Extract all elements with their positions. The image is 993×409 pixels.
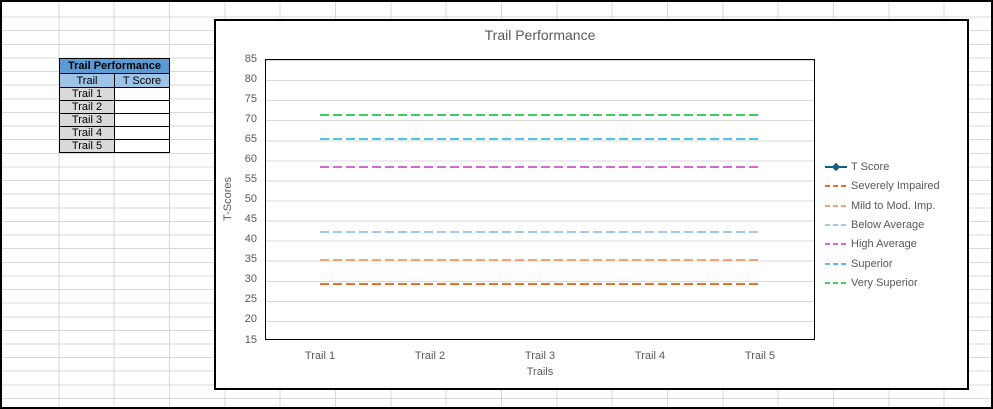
legend-line-sample [825, 162, 847, 172]
column-header-t-score[interactable]: T Score [114, 73, 170, 88]
plot-area [265, 59, 815, 340]
x-tick-label: Trail 5 [744, 350, 776, 362]
y-tick-label: 65 [244, 132, 257, 145]
y-tick-label: 85 [244, 52, 257, 65]
legend-item[interactable]: High Average [825, 237, 917, 251]
legend-item[interactable]: Mild to Mod. Imp. [825, 199, 935, 213]
series-line-high-average [320, 166, 760, 169]
legend-item[interactable]: Below Average [825, 218, 924, 232]
legend-label: High Average [851, 238, 917, 251]
table-header-row: Trail T Score [59, 73, 170, 88]
table-title-row: Trail Performance [59, 58, 170, 74]
trail-cell[interactable]: Trail 2 [59, 100, 115, 114]
legend-item[interactable]: Superior [825, 257, 893, 271]
y-tick-label: 30 [244, 273, 257, 286]
legend-label: Superior [851, 257, 893, 270]
legend-item[interactable]: Very Superior [825, 276, 918, 290]
y-tick-label: 60 [244, 152, 257, 165]
legend-line-sample [825, 223, 847, 226]
y-tick-label: 75 [244, 92, 257, 105]
series-marker-icon [831, 162, 841, 172]
legend-line-sample [825, 281, 847, 284]
legend-label: T Score [851, 161, 890, 173]
series-line-mild-to-mod-imp- [320, 258, 760, 261]
trail-cell[interactable]: Trail 3 [59, 113, 115, 127]
y-tick-label: 15 [244, 333, 257, 346]
t-score-cell[interactable] [114, 113, 170, 127]
legend-line-sample [825, 262, 847, 265]
table-title[interactable]: Trail Performance [59, 58, 170, 74]
series-line-below-average [320, 230, 760, 233]
table-row: Trail 4 [59, 126, 170, 140]
legend-line-sample [825, 185, 847, 188]
legend-label: Below Average [851, 218, 925, 231]
x-tick-label: Trail 1 [304, 350, 336, 362]
legend-label: Mild to Mod. Imp. [851, 199, 936, 212]
trail-cell[interactable]: Trail 1 [59, 87, 115, 101]
t-score-cell[interactable] [114, 100, 170, 114]
x-tick-label: Trail 2 [414, 350, 446, 362]
series-line-severely-impaired [320, 282, 760, 285]
column-header-trail[interactable]: Trail [59, 73, 115, 88]
trail-performance-chart[interactable]: Trail Performance T-Scores 85 80 75 70 65 60 5… [214, 19, 969, 390]
t-score-cell[interactable] [114, 139, 170, 153]
y-tick-label: 40 [244, 233, 257, 246]
table-row: Trail 2 [59, 100, 170, 114]
legend-label: Severely Impaired [851, 180, 940, 193]
y-tick-label: 55 [244, 172, 257, 185]
y-tick-label: 35 [244, 253, 257, 266]
legend-line-sample [825, 243, 847, 246]
y-tick-label: 70 [244, 112, 257, 125]
legend-label: Very Superior [851, 276, 918, 289]
trail-cell[interactable]: Trail 4 [59, 126, 115, 140]
legend-item[interactable]: Severely Impaired [825, 179, 940, 193]
legend-item[interactable]: T Score [825, 160, 889, 174]
table-row: Trail 1 [59, 87, 170, 101]
t-score-cell[interactable] [114, 87, 170, 101]
x-axis-title: Trails [526, 366, 554, 378]
chart-title: Trail Performance [484, 27, 596, 43]
table-row: Trail 3 [59, 113, 170, 127]
y-tick-label: 45 [244, 213, 257, 226]
table-row: Trail 5 [59, 139, 170, 153]
x-tick-label: Trail 3 [524, 350, 556, 362]
trail-cell[interactable]: Trail 5 [59, 139, 115, 153]
series-line-superior [320, 138, 760, 141]
legend-line-sample [825, 204, 847, 207]
series-line-very-superior [320, 114, 760, 117]
y-tick-label: 20 [244, 313, 257, 326]
y-tick-label: 50 [244, 193, 257, 205]
y-tick-label: 80 [244, 72, 257, 85]
t-score-cell[interactable] [114, 126, 170, 140]
y-tick-label: 25 [244, 293, 257, 306]
x-tick-label: Trail 4 [634, 350, 666, 362]
